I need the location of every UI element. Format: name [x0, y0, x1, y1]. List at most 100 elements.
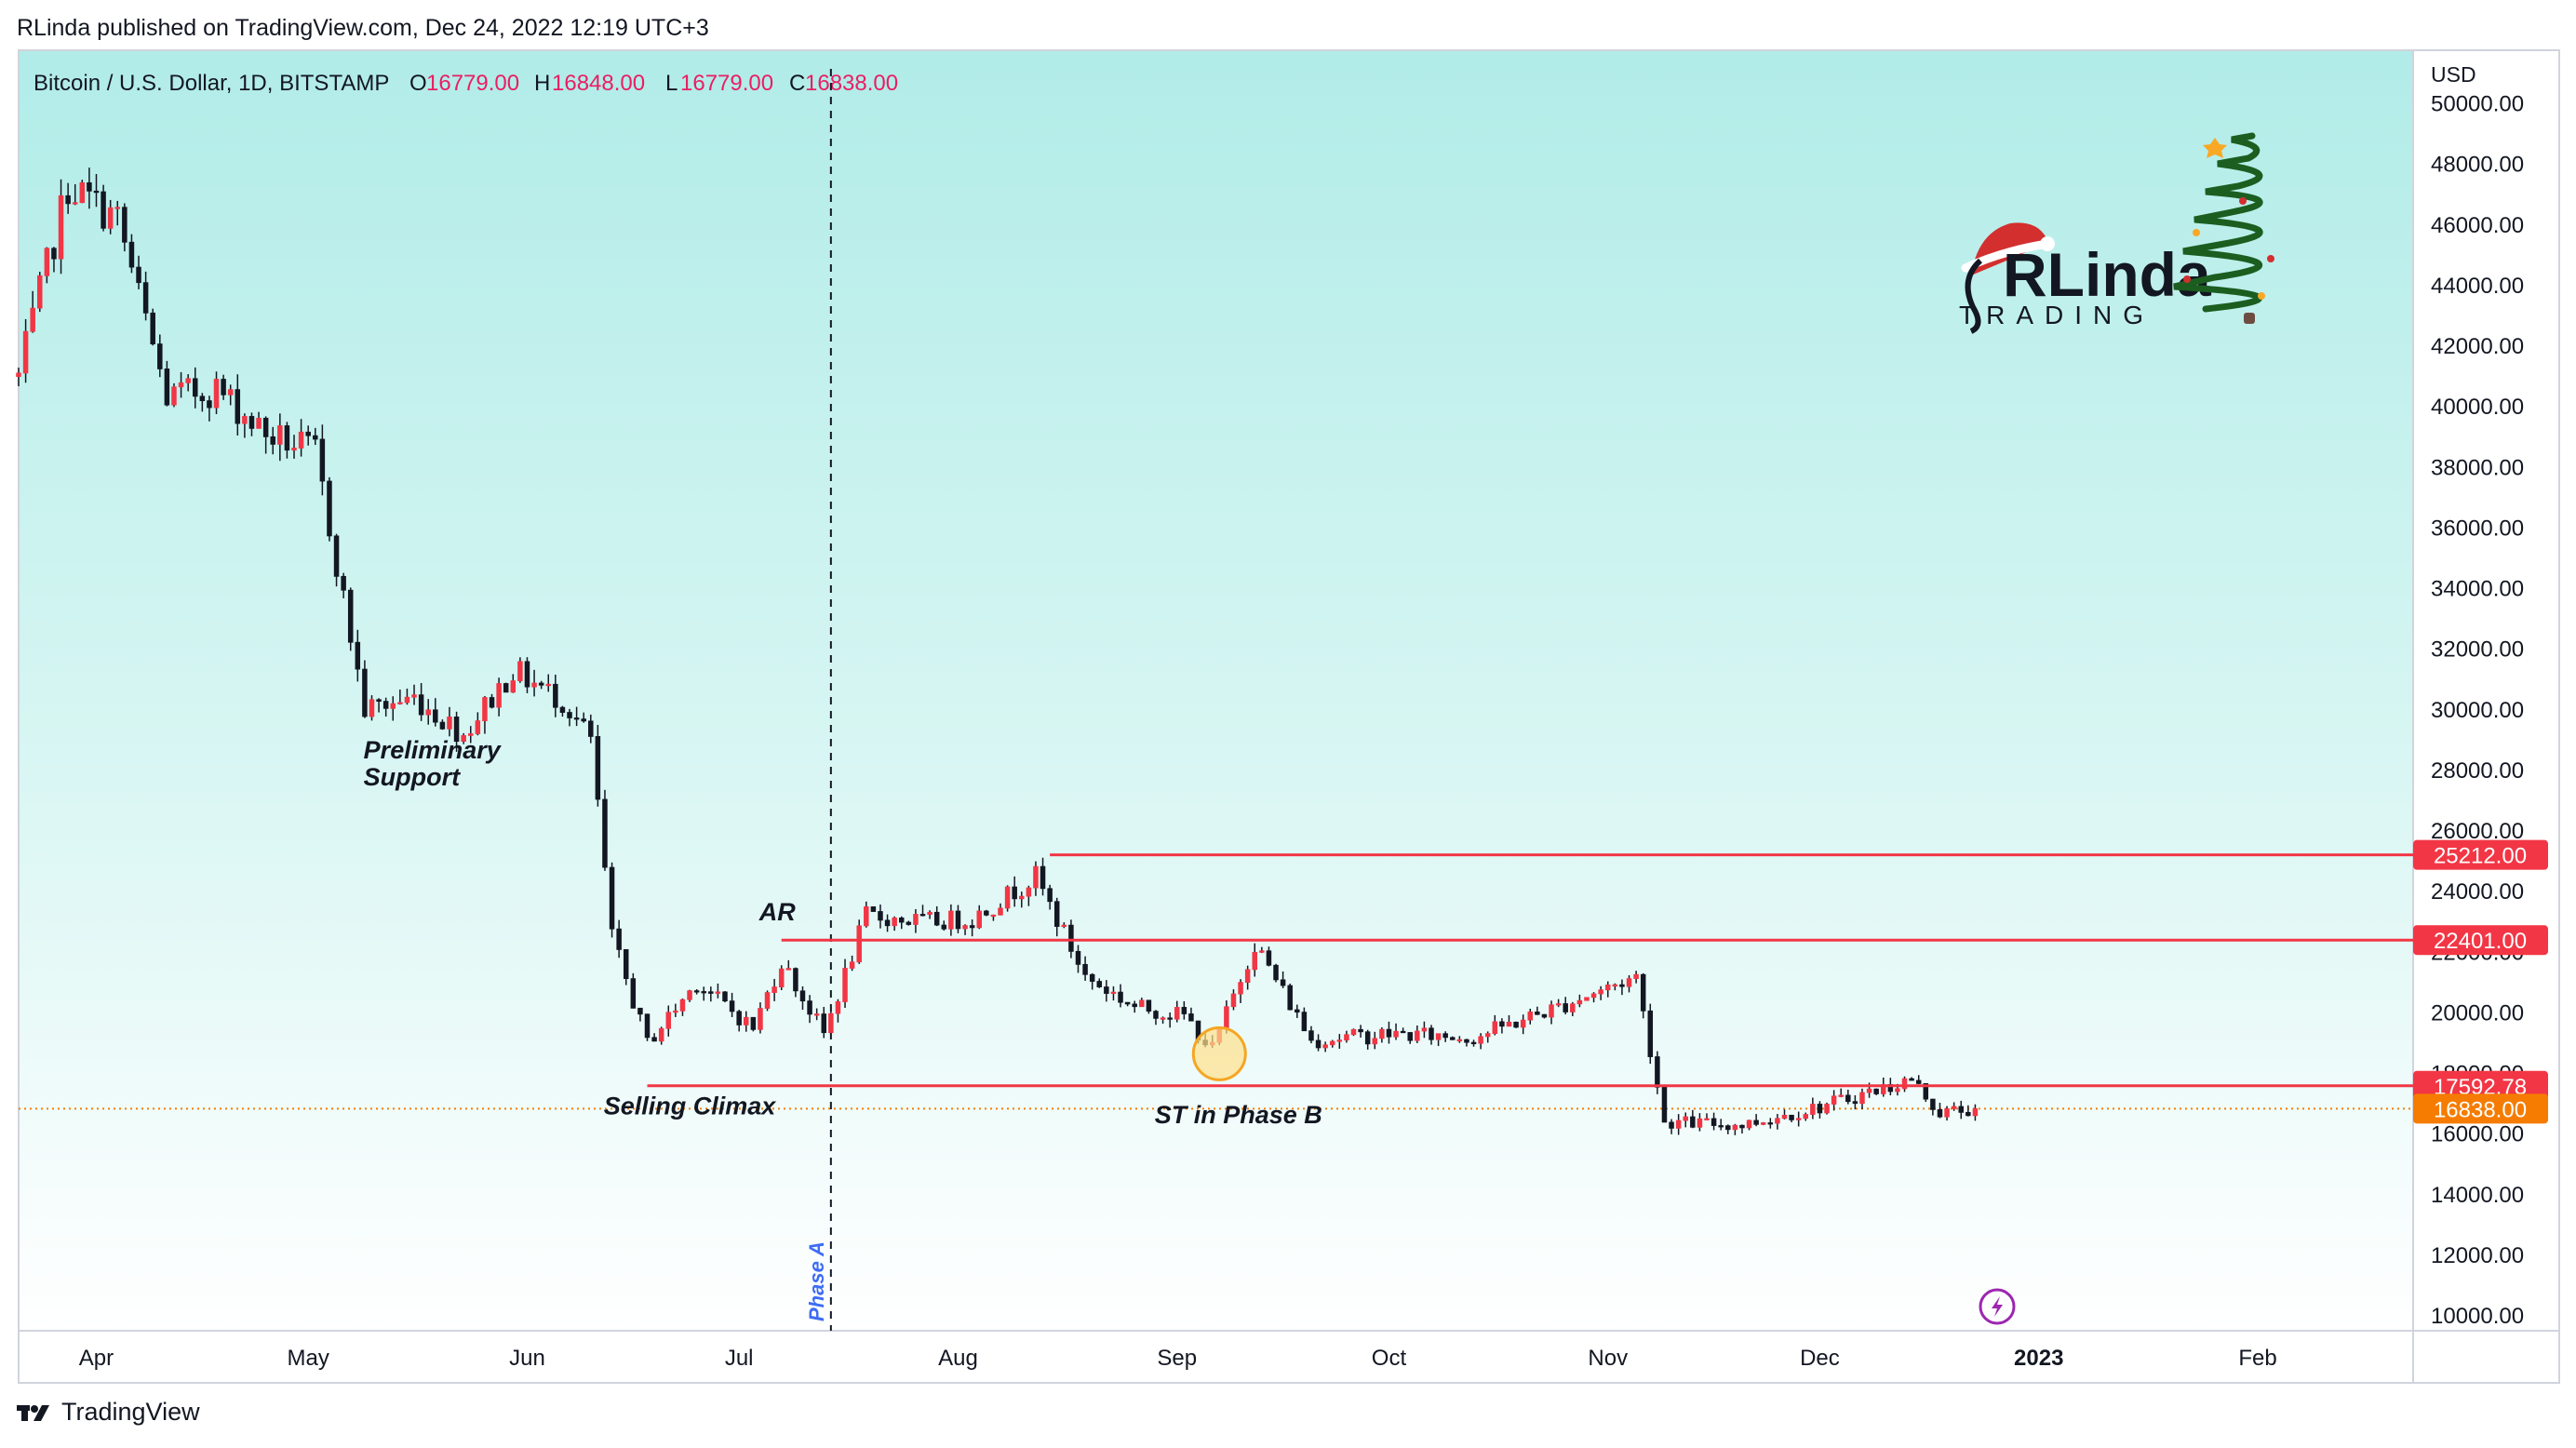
rlinda-logo: RLinda TRADING	[1959, 132, 2274, 334]
candle-body	[531, 682, 537, 688]
candle-body	[128, 241, 135, 268]
price-tick-label: 10000.00	[2431, 1304, 2524, 1329]
candle	[870, 905, 877, 912]
candle-body	[969, 925, 975, 929]
ohlc-low-value: 16779.00	[680, 71, 773, 96]
candle	[1775, 1114, 1780, 1130]
candle-body	[136, 266, 141, 284]
candle-body	[305, 431, 311, 436]
level-price-badge	[2413, 839, 2548, 870]
candle-body	[1767, 1122, 1774, 1125]
candle	[270, 426, 275, 455]
candle	[715, 983, 721, 999]
price-tick-label: 28000.00	[2431, 758, 2524, 784]
candle-body	[411, 694, 417, 698]
time-tick-label: Aug	[938, 1346, 978, 1371]
candle-body	[1909, 1078, 1914, 1081]
candle	[1478, 1033, 1483, 1050]
candle	[1407, 1032, 1413, 1044]
candle	[637, 1007, 643, 1022]
candle-body	[1966, 1111, 1971, 1117]
candle-body	[821, 1013, 827, 1034]
candle	[1167, 1012, 1173, 1028]
candle	[1435, 1033, 1442, 1047]
candle-body	[1930, 1098, 1936, 1110]
candle	[1704, 1113, 1710, 1120]
candle-body	[461, 734, 466, 743]
price-tick-label: 36000.00	[2431, 516, 2524, 541]
candle-body	[1570, 1003, 1576, 1012]
candle-body	[93, 190, 100, 194]
candle	[955, 905, 961, 933]
candle	[1795, 1111, 1802, 1127]
ohlc-open-label: O	[409, 71, 427, 96]
candle	[758, 1002, 763, 1034]
candle-body	[1096, 981, 1103, 987]
candle-body	[1817, 1104, 1823, 1114]
candle	[1604, 981, 1611, 998]
tradingview-brand[interactable]: TradingView	[17, 1398, 200, 1427]
candle	[807, 995, 812, 1024]
candle	[171, 382, 177, 408]
candle	[722, 991, 728, 1003]
price-tick-label: 20000.00	[2431, 1000, 2524, 1026]
candle-body	[1535, 1012, 1540, 1015]
candle	[1633, 971, 1639, 984]
candle	[1344, 1030, 1349, 1043]
candle-body	[778, 968, 785, 987]
candle-body	[79, 181, 86, 204]
candle	[531, 669, 537, 697]
candle	[1570, 1001, 1576, 1017]
candle-body	[1951, 1106, 1957, 1109]
candle-body	[510, 680, 517, 693]
candle-body	[1795, 1118, 1802, 1120]
candle-body	[503, 683, 509, 693]
candle	[616, 919, 622, 959]
candle-body	[1061, 924, 1067, 928]
candle	[192, 367, 198, 409]
candle-body	[221, 379, 226, 396]
candle	[439, 719, 446, 731]
candle-body	[1287, 985, 1293, 1011]
candle-body	[524, 661, 530, 688]
christmas-tree-icon	[2173, 132, 2274, 324]
candle-body	[898, 918, 905, 923]
candle	[1810, 1097, 1816, 1120]
horizontal-levels[interactable]: 25212.00 22401.00 17592.78	[647, 839, 2548, 1101]
candle-body	[362, 668, 368, 717]
candle-body	[736, 1011, 742, 1026]
candle-body	[673, 1010, 678, 1013]
price-tick-label: 38000.00	[2431, 455, 2524, 480]
candle-body	[864, 906, 869, 927]
candle	[298, 419, 304, 457]
candle-body	[1640, 973, 1646, 1012]
candle-body	[1252, 951, 1257, 971]
candle-body	[623, 949, 629, 980]
candle-body	[764, 992, 771, 1009]
candle	[221, 374, 226, 400]
candle	[1563, 997, 1568, 1015]
candle	[327, 476, 332, 542]
candle-body	[1746, 1120, 1752, 1129]
candle-body	[609, 866, 615, 930]
candle-body	[1364, 1031, 1371, 1045]
candle-body	[1647, 1010, 1654, 1057]
candle	[248, 412, 255, 436]
candle	[1753, 1114, 1759, 1127]
candle	[1464, 1039, 1469, 1047]
candle-body	[651, 1037, 657, 1042]
candle	[1598, 985, 1603, 1000]
candle-body	[1068, 924, 1074, 952]
lightning-icon[interactable]	[1979, 1288, 2016, 1325]
candle-body	[489, 697, 495, 708]
time-tick-label: 2023	[2014, 1346, 2063, 1371]
candle	[1697, 1113, 1703, 1132]
candle-body	[1633, 973, 1639, 980]
candle	[1004, 885, 1011, 912]
candle	[1386, 1021, 1392, 1044]
candle	[856, 919, 862, 964]
candle	[1852, 1094, 1858, 1110]
candle-body	[256, 417, 262, 429]
candle	[1767, 1118, 1774, 1129]
